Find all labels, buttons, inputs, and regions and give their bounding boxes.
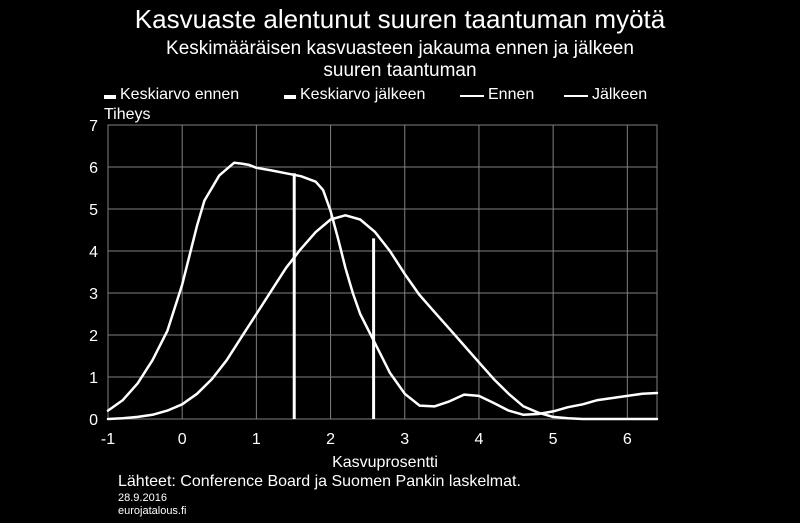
y-tick-label: 6: [89, 160, 98, 177]
x-tick-label: 1: [252, 431, 261, 448]
legend-swatch-line: [564, 95, 588, 97]
legend-swatch-line: [460, 95, 484, 97]
x-tick-label: 0: [178, 431, 187, 448]
y-tick-label: 1: [89, 370, 98, 387]
series-line-1: [106, 214, 659, 421]
legend-label: Keskiarvo ennen: [120, 86, 240, 103]
x-tick-labels: -1 0 1 2 3 4 5 6: [101, 431, 632, 448]
y-tick-label: 5: [89, 202, 98, 219]
x-tick-label: 4: [474, 431, 483, 448]
site-note: eurojatalous.fi: [118, 505, 187, 517]
y-tick-label: 4: [89, 244, 98, 261]
legend-label: Ennen: [488, 86, 535, 103]
y-tick-label: 2: [89, 328, 98, 345]
chart-subtitle: Keskimääräisen kasvuasteen jakauma ennen…: [0, 38, 800, 82]
source-note: Lähteet: Conference Board ja Suomen Pank…: [118, 473, 521, 490]
legend-label: Jälkeen: [592, 86, 648, 103]
subtitle-line-1: Keskimääräisen kasvuasteen jakauma ennen…: [166, 38, 634, 59]
x-axis-label: Kasvuprosentti: [332, 454, 438, 471]
y-tick-label: 7: [89, 118, 98, 135]
plot-frame: [107, 124, 658, 420]
legend-swatch-vertical-line: [284, 95, 296, 99]
x-tick-label: 6: [623, 431, 632, 448]
y-tick-labels: 0 1 2 3 4 5 6 7: [89, 118, 98, 429]
chart-title: Kasvuaste alentunut suuren taantuman myö…: [134, 4, 666, 34]
date-note: 28.9.2016: [118, 492, 167, 504]
x-tick-label: 5: [549, 431, 558, 448]
series-line-0: [106, 161, 659, 417]
series-group: [106, 161, 659, 421]
y-tick-label: 3: [89, 286, 98, 303]
x-tick-label: 3: [400, 431, 409, 448]
y-tick-label: 0: [89, 412, 98, 429]
legend-swatch-vertical-line: [104, 95, 116, 99]
legend-label: Keskiarvo jälkeen: [300, 86, 426, 103]
x-tick-label: -1: [101, 431, 115, 448]
grid-lines: [107, 124, 658, 420]
y-axis-label: Tiheys: [104, 106, 151, 123]
x-tick-label: 2: [326, 431, 335, 448]
subtitle-line-2: suuren taantuman: [323, 60, 477, 81]
